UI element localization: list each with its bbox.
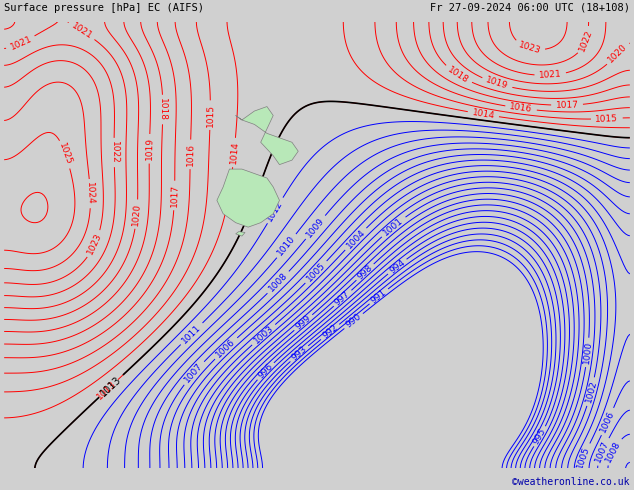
Text: 1004: 1004 — [344, 228, 367, 250]
Text: 1022: 1022 — [578, 28, 594, 52]
Text: 1018: 1018 — [158, 98, 167, 121]
Text: 1017: 1017 — [170, 184, 179, 207]
Text: 1003: 1003 — [252, 324, 275, 345]
Text: 1025: 1025 — [57, 142, 74, 167]
Polygon shape — [217, 169, 280, 227]
Text: 1012: 1012 — [266, 198, 285, 222]
Text: 1015: 1015 — [205, 103, 215, 127]
Polygon shape — [236, 232, 245, 236]
Text: 1005: 1005 — [576, 445, 592, 469]
Text: 1019: 1019 — [145, 137, 154, 160]
Text: 990: 990 — [344, 312, 363, 330]
Text: Surface pressure [hPa] EC (AIFS): Surface pressure [hPa] EC (AIFS) — [4, 3, 204, 13]
Text: 1014: 1014 — [229, 141, 240, 164]
Text: 1015: 1015 — [595, 114, 619, 123]
Text: 1021: 1021 — [539, 70, 562, 80]
Text: 998: 998 — [356, 263, 375, 281]
Text: 1007: 1007 — [593, 439, 611, 464]
Text: 1010: 1010 — [276, 234, 297, 258]
Text: 1016: 1016 — [186, 143, 195, 166]
Text: 1013: 1013 — [95, 379, 118, 401]
Text: ©weatheronline.co.uk: ©weatheronline.co.uk — [512, 477, 630, 487]
Text: 1020: 1020 — [131, 202, 143, 226]
Text: 1009: 1009 — [304, 216, 327, 239]
Text: 1007: 1007 — [183, 361, 205, 385]
Text: 1024: 1024 — [86, 182, 95, 205]
Text: 994: 994 — [387, 258, 406, 275]
Text: 1000: 1000 — [582, 341, 593, 365]
Text: 1001: 1001 — [382, 216, 405, 238]
Text: 1016: 1016 — [509, 102, 533, 114]
Text: 1008: 1008 — [267, 271, 290, 294]
Text: 1021: 1021 — [9, 35, 33, 52]
Text: 1023: 1023 — [86, 232, 104, 256]
Text: 993: 993 — [290, 344, 309, 363]
Text: 1006: 1006 — [599, 409, 616, 434]
Text: 992: 992 — [321, 323, 340, 341]
Text: 1020: 1020 — [607, 42, 629, 65]
Text: 1006: 1006 — [214, 337, 237, 360]
Text: 996: 996 — [256, 362, 275, 380]
Text: 1014: 1014 — [471, 108, 495, 121]
Text: 1008: 1008 — [604, 439, 623, 464]
Text: 1002: 1002 — [584, 379, 598, 404]
Text: 1011: 1011 — [180, 322, 203, 345]
Text: 1023: 1023 — [517, 41, 541, 56]
Text: 999: 999 — [294, 314, 313, 332]
Text: 1013: 1013 — [99, 374, 124, 398]
Text: 1005: 1005 — [305, 261, 327, 284]
Text: 991: 991 — [369, 288, 389, 305]
Text: 1022: 1022 — [110, 141, 119, 164]
Polygon shape — [236, 106, 298, 165]
Text: 1018: 1018 — [446, 65, 470, 85]
Text: 1017: 1017 — [555, 100, 579, 110]
Text: 1021: 1021 — [70, 21, 94, 41]
Text: 997: 997 — [333, 289, 352, 307]
Text: 1019: 1019 — [485, 75, 509, 91]
Text: Fr 27-09-2024 06:00 UTC (18+108): Fr 27-09-2024 06:00 UTC (18+108) — [430, 3, 630, 13]
Text: 995: 995 — [532, 427, 548, 446]
